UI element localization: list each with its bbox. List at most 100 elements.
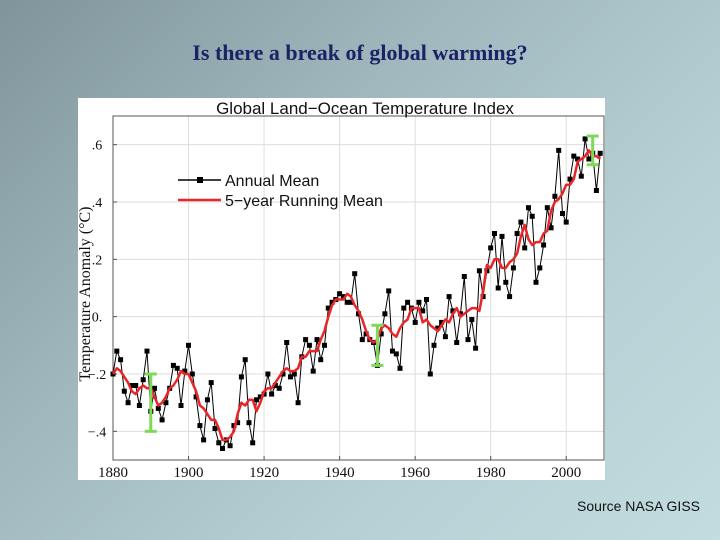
- annual-mean-point: [454, 340, 460, 345]
- annual-mean-point: [186, 342, 191, 348]
- annual-mean-point: [250, 440, 256, 446]
- series-line-annual-mean: [112, 138, 601, 450]
- annual-mean-point: [492, 231, 497, 236]
- annual-mean-point: [125, 400, 131, 406]
- annual-mean-point: [578, 173, 584, 179]
- x-tick-label: 2000: [551, 465, 581, 480]
- annual-mean-point: [488, 245, 494, 251]
- annual-mean-point: [348, 299, 354, 305]
- annual-mean-point: [465, 337, 471, 343]
- annual-mean-point: [405, 299, 411, 305]
- annual-mean-point: [201, 437, 207, 443]
- annual-mean-point: [552, 193, 558, 199]
- annual-mean-point: [159, 417, 165, 423]
- annual-mean-point: [461, 274, 467, 279]
- annual-mean-point: [435, 325, 441, 331]
- annual-mean-point: [178, 403, 184, 408]
- annual-mean-point: [212, 426, 218, 431]
- annual-mean-point: [518, 219, 524, 225]
- annual-mean-point: [473, 345, 479, 351]
- y-tick-label: .6: [92, 139, 103, 154]
- annual-mean-point: [288, 374, 293, 380]
- annual-mean-point: [529, 213, 535, 219]
- annual-mean-point: [318, 357, 324, 363]
- legend-label-annual: Annual Mean: [225, 173, 319, 190]
- legend-marker-annual: [197, 177, 203, 183]
- legend: Annual Mean 5−year Running Mean: [178, 173, 383, 210]
- annual-mean-point: [238, 374, 244, 380]
- uncertainty-bar: [144, 372, 157, 433]
- annual-mean-point: [329, 299, 335, 305]
- legend-label-running: 5−year Running Mean: [225, 193, 383, 210]
- annual-mean-point: [265, 371, 271, 377]
- chart-panel: Global Land−Ocean Temperature Index Temp…: [78, 98, 605, 480]
- annual-mean-point: [526, 205, 531, 211]
- y-axis-label: Temperature Anomaly (°C): [78, 207, 94, 382]
- annual-mean-point: [567, 176, 573, 182]
- annual-mean-point: [548, 225, 554, 231]
- y-tick-label: .4: [92, 196, 103, 211]
- annual-mean-point: [424, 297, 429, 302]
- series-line-running-mean: [111, 149, 601, 442]
- annual-mean-point: [310, 368, 316, 374]
- annual-mean-point: [537, 265, 543, 271]
- annual-mean-point: [495, 285, 501, 291]
- annual-mean-point: [541, 242, 547, 248]
- annual-mean-point: [152, 385, 157, 391]
- annual-mean-point: [382, 311, 388, 317]
- annual-mean-point: [427, 371, 433, 377]
- annual-mean-point: [170, 362, 176, 368]
- annual-mean-point: [182, 368, 188, 374]
- annual-mean-point: [442, 334, 448, 340]
- annual-mean-point: [522, 245, 528, 251]
- annual-mean-point: [280, 371, 286, 377]
- source-credit: Source NASA GISS: [577, 498, 700, 514]
- series-layer: [110, 136, 603, 451]
- annual-mean-point: [439, 319, 445, 325]
- annual-mean-point: [499, 233, 505, 239]
- y-tick-label: .2: [92, 253, 103, 268]
- annual-mean-point: [216, 440, 222, 446]
- annual-mean-point: [544, 205, 550, 211]
- annual-mean-point: [397, 365, 403, 371]
- annual-mean-point: [514, 231, 520, 236]
- annual-mean-point: [197, 423, 203, 429]
- annual-mean-point: [246, 420, 252, 426]
- uncertainty-bar: [586, 134, 599, 167]
- annual-mean-point: [322, 342, 327, 348]
- y-tick-label: 0.: [92, 311, 103, 326]
- annual-mean-point: [121, 388, 127, 394]
- grid-lines: [112, 116, 604, 460]
- annual-mean-point: [235, 420, 241, 426]
- x-tick-label: 1980: [476, 465, 506, 480]
- x-tick-label: 1960: [400, 465, 430, 480]
- annual-mean-point: [155, 405, 161, 411]
- annual-mean-point: [563, 219, 569, 225]
- annual-mean-point: [401, 305, 407, 311]
- annual-mean-point: [114, 348, 120, 354]
- annual-mean-point: [560, 211, 565, 216]
- annual-mean-point: [303, 337, 309, 343]
- annual-mean-point: [242, 357, 248, 363]
- annual-mean-point: [344, 299, 350, 305]
- chart-title: Global Land−Ocean Temperature Index: [216, 99, 514, 118]
- annual-mean-point: [390, 348, 395, 354]
- annual-mean-point: [174, 365, 180, 371]
- annual-mean-point: [469, 317, 475, 322]
- x-tick-label: 1900: [174, 465, 204, 480]
- annual-mean-point: [136, 403, 142, 408]
- annual-mean-point: [556, 147, 562, 153]
- annual-mean-point: [575, 156, 581, 162]
- annual-mean-point: [450, 308, 456, 314]
- annual-mean-point: [140, 377, 146, 383]
- annual-mean-point: [533, 279, 539, 285]
- x-tick-label: 1880: [98, 465, 128, 480]
- annual-mean-point: [420, 308, 426, 314]
- annual-mean-point: [352, 271, 358, 277]
- annual-mean-point: [503, 279, 509, 285]
- annual-mean-point: [412, 319, 418, 325]
- annual-mean-point: [257, 394, 263, 400]
- annual-mean-point: [325, 305, 331, 311]
- annual-mean-point: [272, 383, 278, 388]
- annual-mean-point: [133, 383, 139, 388]
